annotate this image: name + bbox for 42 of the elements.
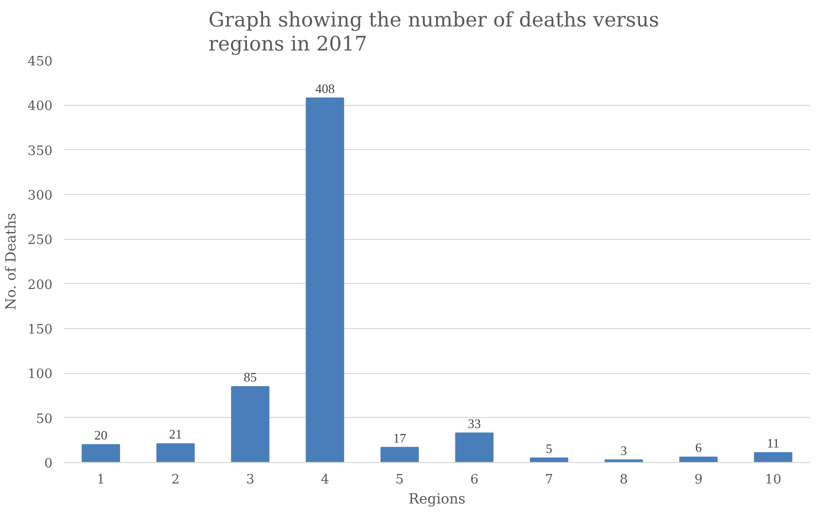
data-label: 5 [546,441,552,456]
chart-title: Graph showing the number of deaths versus regions in 2017 [208,8,660,56]
y-axis-title: No. of Deaths [4,212,20,310]
x-tick-label: 8 [620,472,628,488]
x-tick-label: 9 [694,472,703,488]
x-tick-label: 4 [320,472,330,488]
x-tick-label: 1 [96,472,105,488]
x-tick-label: 6 [470,472,478,488]
x-tick-label: 3 [246,472,254,488]
x-tick-label: 7 [544,472,554,488]
bar [754,452,792,462]
y-tick-label: 250 [28,233,53,248]
data-label: 17 [393,430,407,446]
bar [82,444,120,462]
bar [156,443,195,462]
data-label: 21 [169,426,182,442]
data-label: 33 [468,416,481,432]
y-tick-label: 50 [36,412,53,427]
data-label: 6 [695,440,702,456]
data-label: 20 [94,428,108,443]
bar [380,446,419,462]
x-tick-label: 10 [764,472,782,488]
data-label: 85 [244,370,257,385]
bar [306,98,344,462]
y-tick-label: 150 [28,322,53,338]
x-axis-title: Regions [408,492,466,508]
data-label: 408 [315,81,335,96]
data-label: 3 [620,442,627,458]
x-tick-label: 5 [396,472,404,488]
y-tick-label: 100 [28,367,53,382]
y-tick-label: 450 [28,54,53,70]
y-tick-label: 400 [28,99,53,114]
data-label: 11 [766,436,780,451]
bar [530,458,568,462]
y-tick-label: 0 [44,456,53,472]
x-tick-label: 2 [171,472,180,488]
y-tick-label: 350 [28,144,53,159]
bar [679,456,718,462]
bar [231,386,270,462]
y-tick-label: 200 [28,278,53,293]
bar [455,432,494,462]
y-tick-label: 300 [28,188,53,204]
